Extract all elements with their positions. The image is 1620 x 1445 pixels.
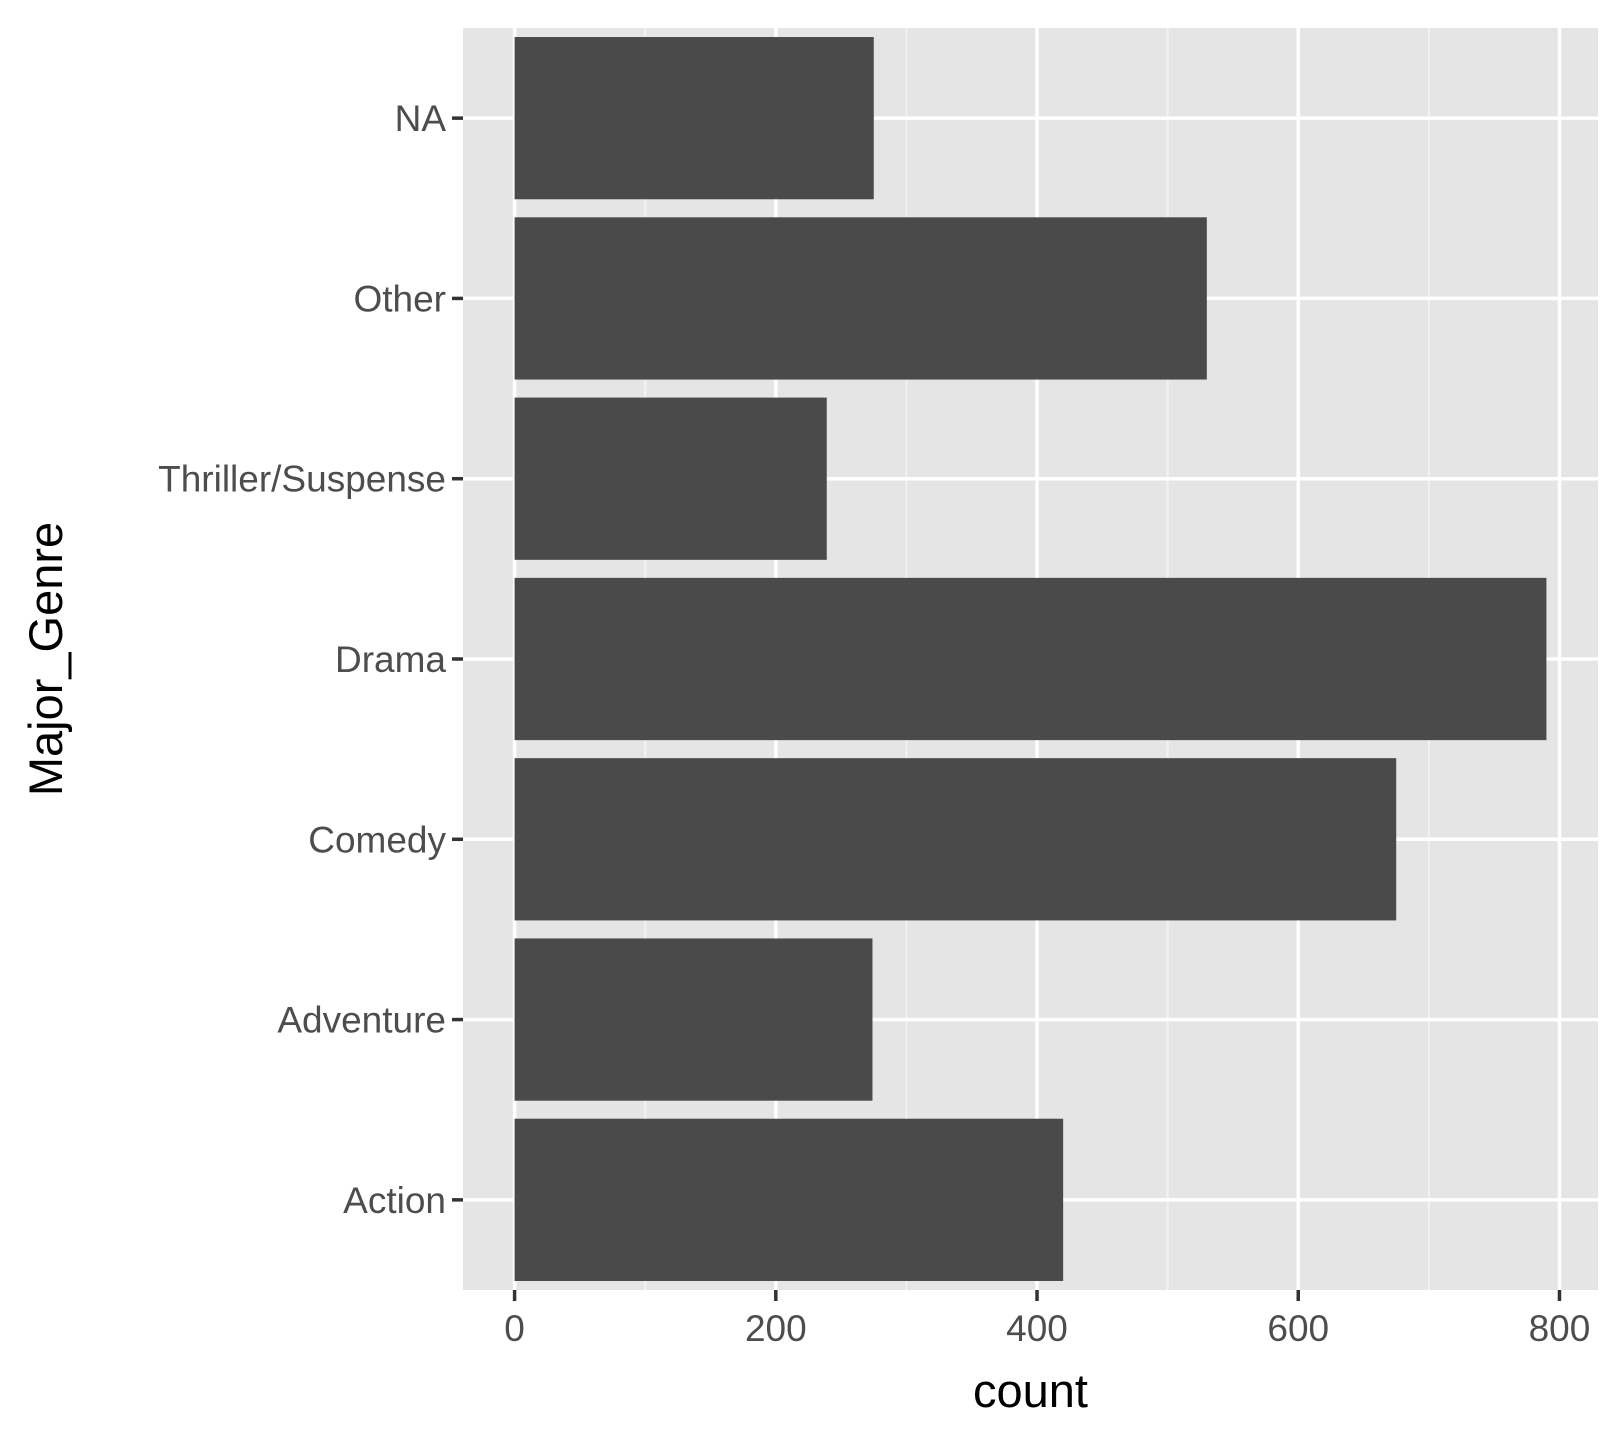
y-tick-label: Other <box>353 278 446 319</box>
y-tick-label: Action <box>343 1180 446 1221</box>
x-axis: 0 200 400 600 800 <box>504 1290 1590 1349</box>
bar-other <box>514 217 1207 380</box>
x-tick-label: 800 <box>1529 1308 1591 1349</box>
y-tick-label: Comedy <box>308 819 446 860</box>
y-tick-label: Drama <box>335 639 446 680</box>
y-axis: Action Adventure Comedy Drama Thriller/Suspe… <box>158 98 463 1221</box>
bar-action <box>514 1118 1064 1281</box>
y-tick-label: Thriller/Suspense <box>158 459 446 500</box>
x-tick-label: 200 <box>745 1308 807 1349</box>
x-axis-title: count <box>973 1364 1088 1417</box>
bar-drama <box>514 577 1547 741</box>
x-tick-label: 400 <box>1006 1308 1068 1349</box>
bar-comedy <box>514 758 1397 921</box>
bar-layer <box>514 37 1547 1281</box>
bar-na <box>514 37 874 200</box>
y-tick-label: Adventure <box>277 1000 446 1041</box>
bar-adventure <box>514 938 873 1101</box>
y-tick-label: NA <box>395 98 447 139</box>
y-axis-title: Major_Genre <box>19 522 72 796</box>
x-tick-label: 600 <box>1267 1308 1329 1349</box>
x-tick-label: 0 <box>504 1308 525 1349</box>
bar-thriller-suspense <box>514 397 827 560</box>
